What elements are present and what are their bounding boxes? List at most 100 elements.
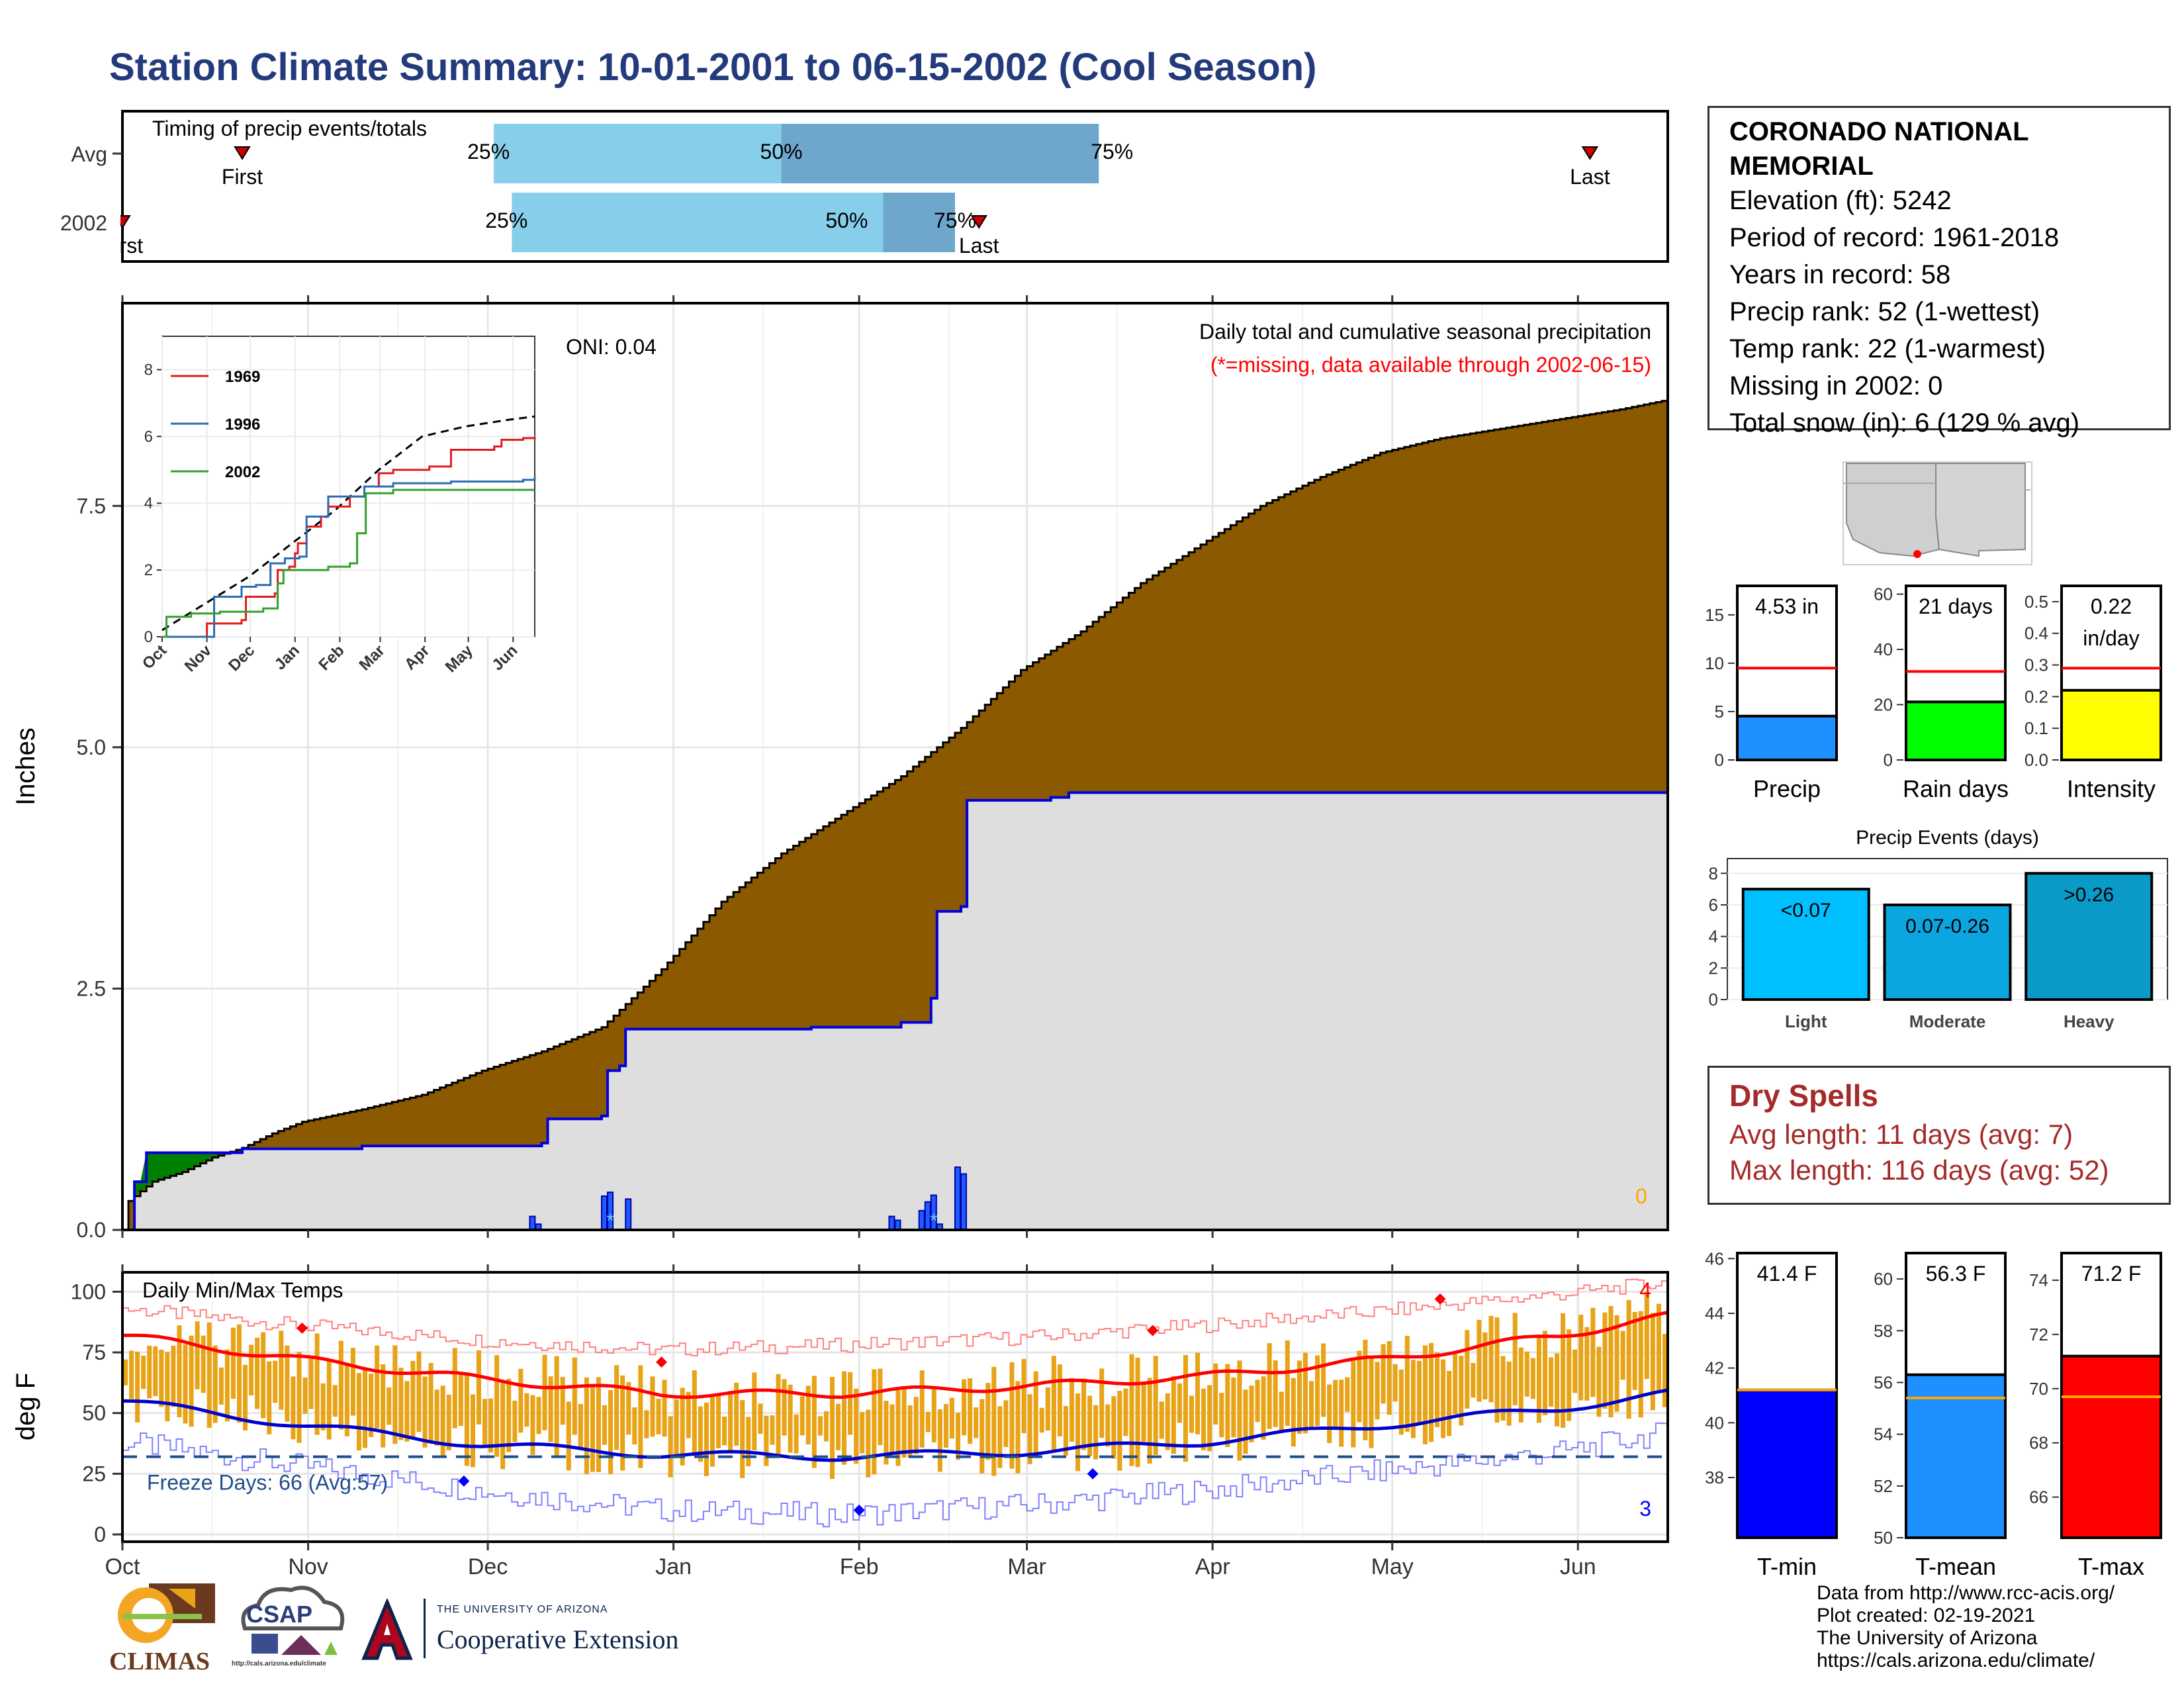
daily-temp-bar (1644, 1291, 1649, 1380)
daily-temp-bar (177, 1325, 182, 1418)
events-ytick-label: 0 (1709, 990, 1718, 1009)
daily-temp-bar (1459, 1355, 1464, 1426)
daily-temp-bar (722, 1416, 727, 1446)
precip-chart: * * 0.0 2.5 5.0 7.5 Inches Daily total and cumu… (11, 295, 1669, 1242)
daily-precip-bar (960, 1173, 968, 1231)
station-temp-rank: Temp rank: 22 (1-warmest) (1729, 334, 2046, 363)
daily-temp-bar (296, 1352, 302, 1443)
summary-ytick-label: 40 (1705, 1413, 1724, 1432)
daily-temp-bar (776, 1374, 781, 1455)
events-ytick-label: 2 (1709, 958, 1718, 978)
daily-temp-bar (1255, 1380, 1260, 1423)
daily-temp-bar (1315, 1355, 1320, 1427)
daily-temp-bar (159, 1349, 164, 1407)
summary-bar-fill (2060, 1354, 2162, 1540)
daily-temp-bar (715, 1395, 721, 1448)
record-low-count: 3 (1639, 1497, 1651, 1521)
daily-temp-bar (823, 1411, 829, 1442)
ua-small-text: THE UNIVERSITY OF ARIZONA (437, 1604, 608, 1615)
month-label: Nov (288, 1554, 328, 1579)
daily-temp-bar (1518, 1347, 1524, 1423)
daily-temp-bar (524, 1393, 529, 1427)
inset-frame (161, 336, 535, 637)
events-category-label: Moderate (1909, 1011, 1986, 1031)
temp-ytick-label: 100 (71, 1280, 106, 1303)
climas-logo: CLIMAS (109, 1582, 218, 1678)
daily-temp-bar (1045, 1387, 1050, 1431)
daily-temp-bar (1351, 1360, 1356, 1448)
timing-bar-q50-q75 (883, 193, 956, 252)
daily-temp-bar (512, 1400, 518, 1442)
daily-temp-bar (476, 1350, 482, 1425)
daily-temp-bar (1165, 1393, 1170, 1450)
daily-temp-bar (1039, 1407, 1044, 1433)
events-ytick-label: 6 (1709, 895, 1718, 915)
precip-chart-title: Daily total and cumulative seasonal prec… (1199, 320, 1651, 344)
summary-bar-fill (1905, 1373, 2007, 1540)
daily-temp-bar (884, 1401, 889, 1465)
daily-temp-bar (1398, 1369, 1404, 1435)
station-name-line1: CORONADO NATIONAL (1729, 117, 2029, 146)
daily-temp-bar (1572, 1349, 1578, 1393)
daily-temp-bar (901, 1389, 907, 1458)
daily-temp-bar (530, 1395, 535, 1455)
last-event-label: Last (1570, 165, 1610, 189)
daily-temp-bar (788, 1384, 793, 1453)
daily-temp-bar (363, 1369, 368, 1448)
daily-temp-bar (764, 1415, 769, 1466)
summary-ytick-label: 38 (1705, 1468, 1724, 1487)
daily-temp-bar (1548, 1357, 1554, 1407)
timing-q50-label: 50% (760, 140, 803, 164)
daily-temp-bar (404, 1381, 410, 1442)
timing-title: Timing of precip events/totals (152, 117, 427, 140)
events-bar-label: >0.26 (2064, 884, 2114, 906)
daily-temp-bar (1656, 1303, 1661, 1390)
daily-temp-bar (913, 1397, 919, 1454)
month-axis: Oct Nov Dec Jan Feb Mar Apr May Jun (105, 1230, 1596, 1579)
dry-spells-avg: Avg length: 11 days (avg: 7) (1729, 1119, 2073, 1150)
daily-temp-bar (123, 1359, 128, 1385)
station-years: Years in record: 58 (1729, 260, 1951, 289)
daily-temp-bar (1567, 1329, 1572, 1421)
daily-temp-bar (590, 1386, 595, 1472)
daily-temp-bar (626, 1382, 631, 1435)
daily-temp-bar (686, 1391, 691, 1438)
daily-temp-bar (1177, 1383, 1182, 1423)
footer-credits: Data from http://www.rcc-acis.org/ Plot … (1817, 1582, 2115, 1672)
daily-temp-bar (842, 1371, 847, 1465)
daily-temp-bar (1225, 1364, 1230, 1447)
daily-temp-bar (1471, 1362, 1476, 1398)
summary-ytick-label: 60 (1874, 1269, 1893, 1289)
station-missing: Missing in 2002: 0 (1729, 371, 1943, 400)
daily-temp-bar (141, 1355, 146, 1389)
daily-temp-bar (1584, 1327, 1590, 1401)
daily-temp-bar (1069, 1378, 1075, 1442)
inset-legend-label: 1996 (225, 416, 260, 434)
daily-temp-bar (734, 1382, 739, 1446)
summary-ytick-label: 42 (1705, 1358, 1724, 1378)
daily-temp-bar (1231, 1377, 1236, 1438)
daily-temp-bar (554, 1356, 559, 1458)
timing-q25-label: 25% (467, 140, 510, 164)
daily-temp-bar (872, 1369, 877, 1475)
month-label: Apr (1195, 1554, 1230, 1579)
daily-temp-bar (805, 1385, 811, 1445)
daily-temp-bar (752, 1372, 757, 1450)
ua-big-text: Cooperative Extension (437, 1624, 679, 1654)
daily-temp-bar (608, 1389, 614, 1474)
daily-temp-bar (811, 1376, 817, 1468)
daily-temp-bar (332, 1385, 338, 1417)
daily-temp-bar (1441, 1359, 1446, 1438)
summary-ytick-label: 52 (1874, 1476, 1893, 1496)
daily-temp-bar (1494, 1317, 1500, 1423)
daily-temp-bar (962, 1379, 967, 1436)
daily-temp-bar (1207, 1385, 1212, 1452)
daily-temp-bar (279, 1331, 284, 1410)
daily-temp-bar (602, 1405, 608, 1445)
timing-bar-q50-q75 (781, 124, 1099, 183)
daily-temp-bar (1057, 1364, 1062, 1436)
summary-ytick-label: 58 (1874, 1321, 1893, 1340)
daily-temp-bar (536, 1397, 541, 1434)
surplus-area (134, 1152, 224, 1196)
temp-ytick-label: 50 (82, 1401, 106, 1425)
